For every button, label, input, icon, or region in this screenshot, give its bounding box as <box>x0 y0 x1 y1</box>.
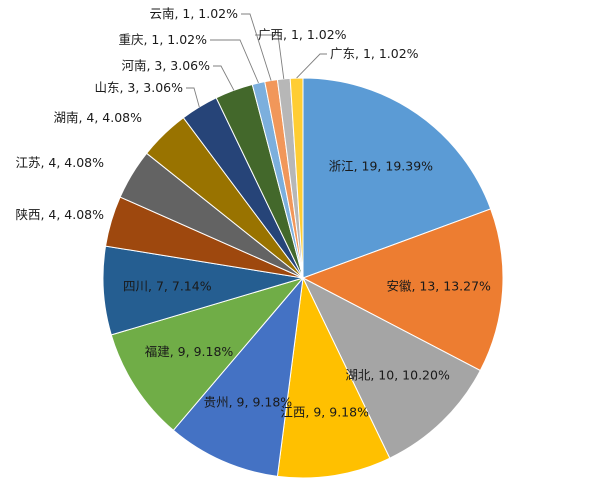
slice-label-5: 福建, 9, 9.18% <box>145 344 234 359</box>
pie-slice-1 <box>301 208 504 372</box>
slice-label-11: 河南, 3, 3.06% <box>121 58 210 73</box>
slice-label-2: 湖北, 10, 10.20% <box>345 368 450 383</box>
pie-slice-15 <box>289 77 304 279</box>
pie-slice-3 <box>276 276 391 479</box>
leader-line-11 <box>213 65 235 91</box>
slice-label-0: 浙江, 19, 19.39% <box>329 159 434 174</box>
slice-labels: 浙江, 19, 19.39% 安徽, 13, 13.27% 湖北, 10, 10.2… <box>15 6 491 419</box>
leader-line-14 <box>255 34 285 79</box>
pie-slice-2 <box>301 276 481 459</box>
slice-label-1: 安徽, 13, 13.27% <box>386 279 491 294</box>
slice-label-8: 江苏, 4, 4.08% <box>15 155 104 170</box>
slice-label-9: 湖南, 4, 4.08% <box>53 110 142 125</box>
pie-slices <box>102 77 504 479</box>
leader-line-12 <box>210 39 259 84</box>
pie-slice-0 <box>302 77 492 279</box>
pie-slice-5 <box>110 277 305 431</box>
slice-label-12: 重庆, 1, 1.02% <box>118 32 207 47</box>
slice-label-3: 江西, 9, 9.18% <box>280 404 369 419</box>
leader-line-15 <box>296 53 327 79</box>
slice-label-4: 贵州, 9, 9.18% <box>204 394 293 409</box>
slice-label-7: 陕西, 4, 4.08% <box>15 207 104 222</box>
leader-line-13 <box>241 13 272 81</box>
slice-label-15: 广东, 1, 1.02% <box>330 46 419 61</box>
slice-label-10: 山东, 3, 3.06% <box>94 80 183 95</box>
leader-line-10 <box>186 87 200 108</box>
pie-slice-4 <box>172 276 304 477</box>
slice-label-13: 云南, 1, 1.02% <box>149 6 238 21</box>
slice-label-14: 广西, 1, 1.02% <box>258 27 347 42</box>
slice-label-6: 四川, 7, 7.14% <box>123 279 212 294</box>
leader-lines <box>186 13 327 108</box>
